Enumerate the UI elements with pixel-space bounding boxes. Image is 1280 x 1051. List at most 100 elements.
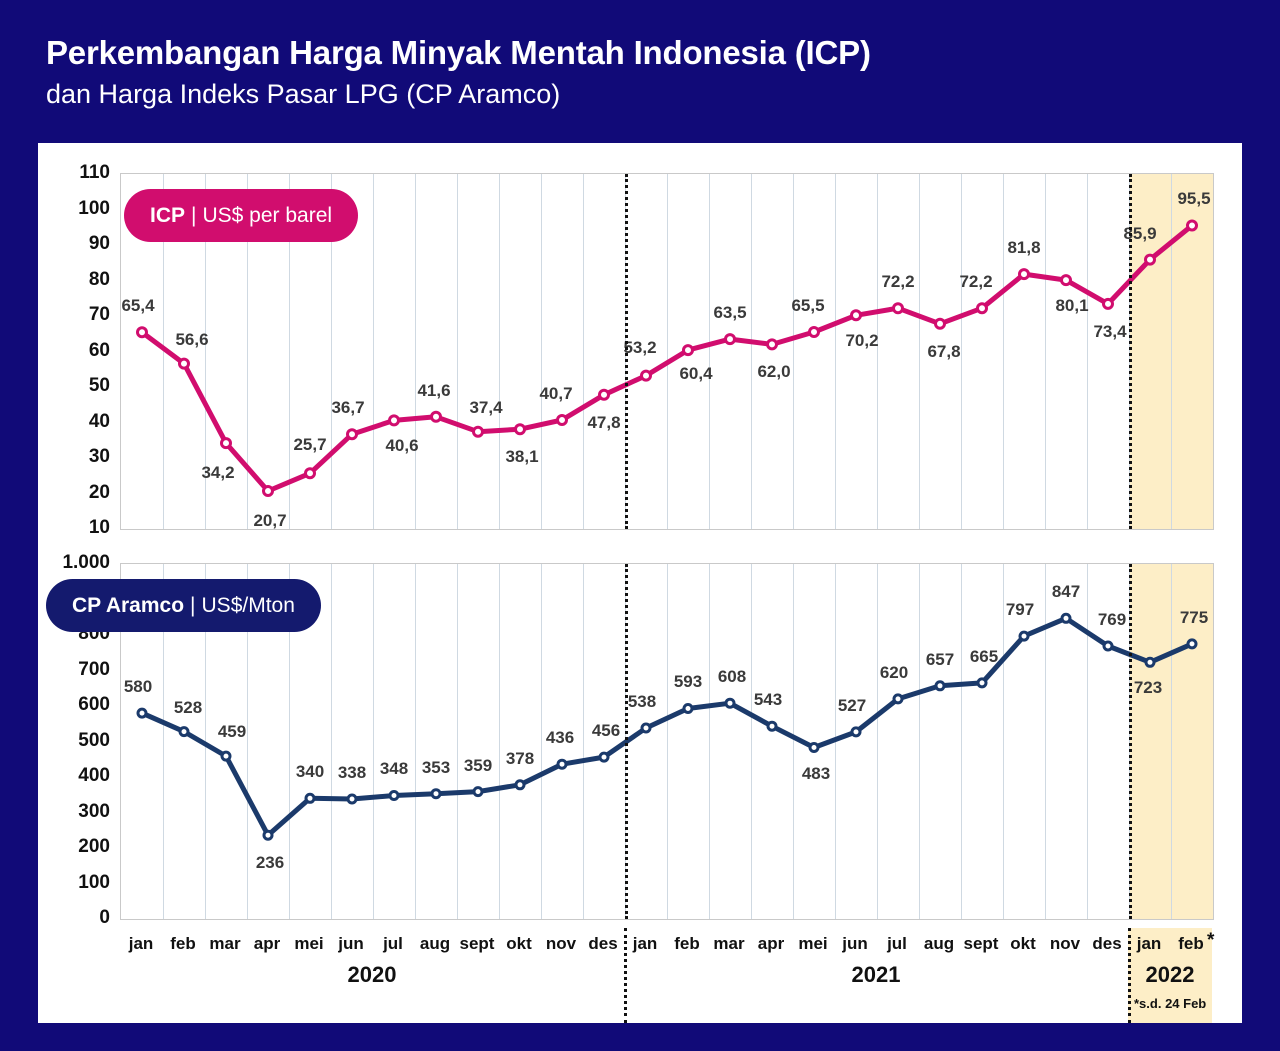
data-label: 456 xyxy=(591,721,621,741)
y-tick-label: 50 xyxy=(88,375,110,396)
data-point xyxy=(682,703,694,714)
data-point xyxy=(304,467,316,480)
gridline xyxy=(667,564,668,919)
x-tick-label: apr xyxy=(253,934,281,953)
data-point xyxy=(1060,274,1072,287)
gridline xyxy=(751,564,752,919)
data-point xyxy=(682,344,694,357)
data-point xyxy=(388,790,400,801)
data-point xyxy=(1186,219,1198,232)
gridline xyxy=(541,174,542,529)
page-title: Perkembangan Harga Minyak Mentah Indones… xyxy=(46,34,871,71)
data-label: 80,1 xyxy=(1055,296,1089,316)
data-label: 620 xyxy=(879,662,909,682)
data-point xyxy=(136,707,148,719)
x-tick-label: mei xyxy=(798,934,828,953)
data-point xyxy=(850,726,862,738)
x-tick-label: okt xyxy=(1010,934,1036,953)
icp-y-axis: 110 100 90 80 70 60 50 40 30 20 10 xyxy=(38,162,110,538)
gridline xyxy=(247,564,248,919)
y-tick-label: 60 xyxy=(88,339,110,361)
data-label: 60,4 xyxy=(679,364,713,384)
x-axis: jan feb mar apr mei jun jul aug sept okt nov des jan… xyxy=(38,928,1242,1023)
x-tick-label: sept xyxy=(459,934,495,953)
icp-chart: 110 100 90 80 70 60 50 40 30 20 10 65,4 56,6 34,2 20,… xyxy=(38,162,1242,538)
icp-plot-area: 65,4 56,6 34,2 20,7 25,7 36,7 40,6 41,6 37,4 38,1… xyxy=(120,173,1214,530)
aramco-series xyxy=(136,612,1198,841)
data-point xyxy=(1102,297,1114,310)
gridline xyxy=(331,564,332,919)
data-point xyxy=(976,302,988,315)
x-axis-2022-highlight xyxy=(1128,928,1212,1023)
data-point xyxy=(976,677,988,689)
gridline xyxy=(751,174,752,529)
data-point xyxy=(1060,612,1072,624)
x-tick-label: feb xyxy=(674,934,700,953)
x-tick-label: okt xyxy=(506,934,532,953)
icp-legend-unit: US$ per barel xyxy=(202,203,333,227)
data-label: 40,7 xyxy=(539,384,573,403)
y-tick-label: 400 xyxy=(78,765,110,786)
data-label: 459 xyxy=(217,722,247,742)
data-point xyxy=(1018,630,1030,642)
icp-legend-name: ICP xyxy=(150,203,186,227)
data-label: 62,0 xyxy=(757,362,791,382)
data-label: 53,2 xyxy=(623,337,657,357)
y-tick-label: 70 xyxy=(88,304,110,325)
data-label: 25,7 xyxy=(293,435,327,455)
x-axis-year-label: 2022 xyxy=(1145,962,1195,987)
aramco-legend-name: CP Aramco xyxy=(72,593,185,617)
y-tick-label: 700 xyxy=(78,658,110,680)
x-tick-label: nov xyxy=(1049,934,1081,953)
data-label: 65,5 xyxy=(791,295,825,315)
data-point xyxy=(1186,638,1198,650)
data-point xyxy=(1144,656,1156,668)
y-tick-label: 500 xyxy=(78,729,110,751)
data-label: 67,8 xyxy=(927,341,961,361)
data-label: 538 xyxy=(627,692,657,711)
data-point xyxy=(724,697,736,709)
gridline xyxy=(163,564,164,919)
x-tick-label: feb xyxy=(1178,934,1204,953)
icp-legend-badge: ICP | US$ per barel xyxy=(124,189,359,242)
gridline xyxy=(499,174,500,529)
aramco-legend-badge: CP Aramco | US$/Mton xyxy=(46,579,321,632)
gridline xyxy=(877,174,878,529)
data-label: 797 xyxy=(1005,600,1035,620)
icp-legend-separator: | xyxy=(191,203,197,227)
data-label: 40,6 xyxy=(385,436,419,456)
icp-series xyxy=(136,219,1198,497)
gridline xyxy=(457,564,458,919)
gridline xyxy=(835,174,836,529)
data-point xyxy=(598,751,610,763)
gridline xyxy=(1003,564,1004,919)
x-axis-year-label: 2020 xyxy=(347,962,397,987)
series-line xyxy=(139,223,1195,494)
data-label: 65,4 xyxy=(121,296,155,316)
data-point xyxy=(598,388,610,401)
data-label: 657 xyxy=(925,649,955,669)
x-tick-label: mar xyxy=(713,934,745,953)
gridline xyxy=(1171,174,1172,529)
data-label: 70,2 xyxy=(845,331,879,351)
gridline xyxy=(163,174,164,529)
data-point xyxy=(1144,253,1156,266)
data-label: 527 xyxy=(837,695,867,715)
y-tick-label: 110 xyxy=(79,162,110,183)
gridline xyxy=(205,174,206,529)
data-label: 34,2 xyxy=(201,463,235,483)
chart-panel: 110 100 90 80 70 60 50 40 30 20 10 65,4 56,6 34,2 20,… xyxy=(38,143,1242,1023)
x-tick-label: apr xyxy=(757,934,785,953)
x-axis-year-divider xyxy=(624,928,627,1023)
data-point xyxy=(640,369,652,382)
data-label: 483 xyxy=(801,763,831,783)
gridline xyxy=(877,564,878,919)
data-point xyxy=(514,423,526,436)
data-point xyxy=(304,792,316,804)
y-tick-label: 80 xyxy=(88,268,110,290)
data-point xyxy=(346,793,358,805)
aramco-year-divider-2021 xyxy=(625,564,628,919)
aramco-legend-separator: | xyxy=(190,593,196,617)
data-point xyxy=(766,338,778,351)
